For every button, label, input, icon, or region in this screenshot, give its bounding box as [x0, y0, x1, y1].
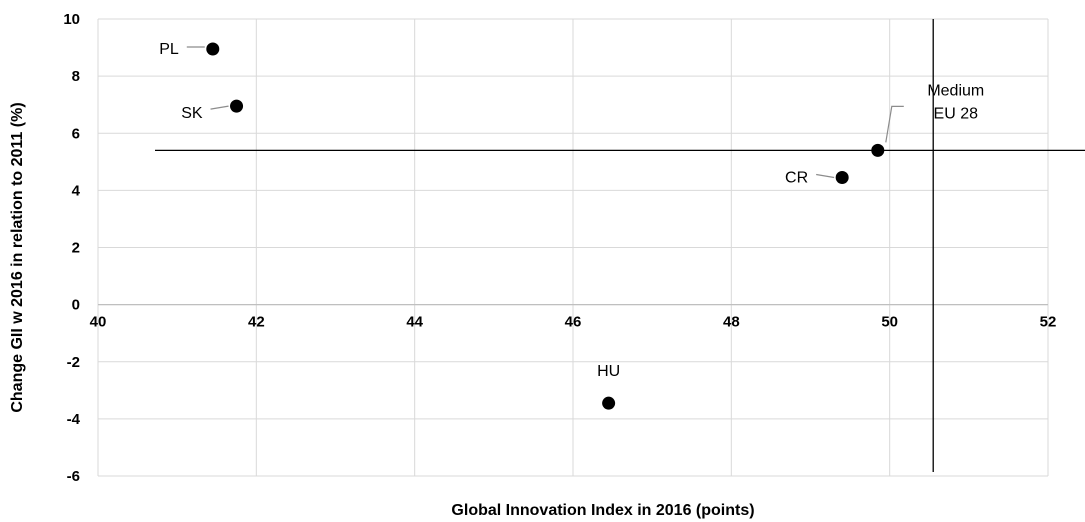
data-point — [835, 171, 849, 185]
y-tick-label: -4 — [67, 411, 81, 428]
grid-lines — [97, 18, 1049, 477]
y-tick-label: -6 — [67, 468, 80, 485]
point-label: CR — [785, 170, 808, 187]
y-tick-label: 2 — [72, 240, 80, 257]
point-label-line: Medium — [927, 82, 984, 99]
data-point — [602, 396, 616, 410]
point-label: PL — [159, 41, 179, 58]
data-point — [230, 99, 244, 113]
y-tick-label: 10 — [63, 11, 80, 28]
x-tick-label: 40 — [90, 314, 107, 331]
x-tick-label: 50 — [881, 314, 898, 331]
x-tick-label: 46 — [565, 314, 582, 331]
y-tick-label: 0 — [72, 297, 80, 314]
x-axis-title: Global Innovation Index in 2016 (points) — [451, 502, 754, 519]
reference-lines — [155, 19, 1085, 472]
x-tick-label: 44 — [406, 314, 423, 331]
point-label: Medium EU 28 — [927, 82, 984, 122]
label-leader-line — [885, 105, 904, 143]
y-tick-label: 4 — [72, 182, 81, 199]
x-tick-label: 42 — [248, 314, 265, 331]
data-points — [206, 42, 885, 410]
y-axis-title: Change GII w 2016 in relation to 2011 (%… — [9, 102, 26, 412]
y-tick-label: 8 — [72, 68, 80, 85]
x-tick-label: 52 — [1040, 314, 1057, 331]
y-tick-label: 6 — [72, 125, 80, 142]
point-labels: PL SK CR Medium EU 28 HU — [159, 41, 984, 380]
label-leader-line — [210, 105, 229, 110]
y-tick-label: -2 — [67, 354, 80, 371]
data-point — [871, 143, 885, 157]
label-leader-line — [816, 173, 835, 179]
point-label: HU — [597, 363, 620, 380]
point-label: SK — [181, 105, 203, 122]
label-leaders — [186, 46, 904, 179]
data-point — [206, 42, 220, 56]
x-tick-label: 48 — [723, 314, 740, 331]
point-label-line: EU 28 — [934, 105, 979, 122]
